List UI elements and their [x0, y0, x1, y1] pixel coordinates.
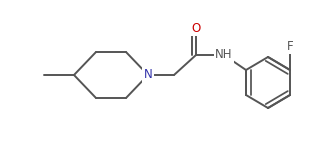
Text: F: F	[287, 39, 293, 52]
Text: N: N	[144, 69, 153, 81]
Text: NH: NH	[215, 48, 233, 62]
Text: O: O	[191, 21, 201, 34]
